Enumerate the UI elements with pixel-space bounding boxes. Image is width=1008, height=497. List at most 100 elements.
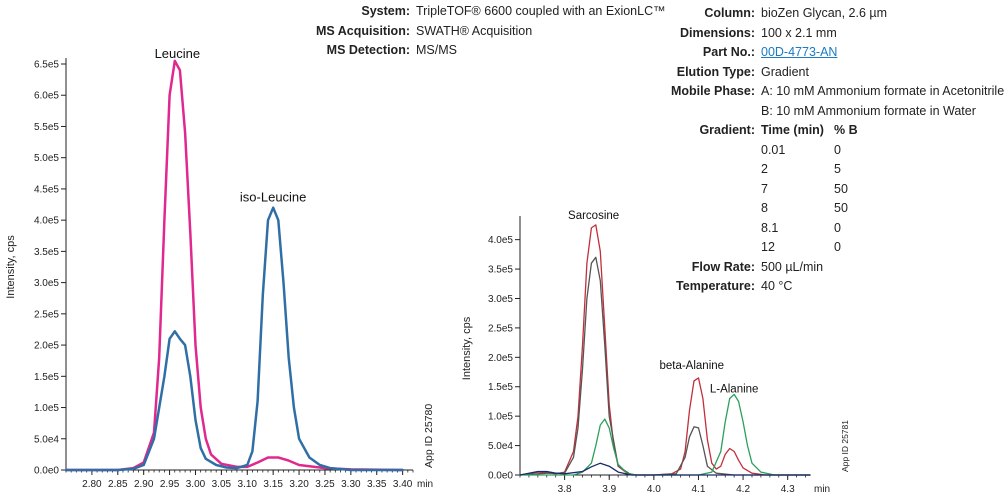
temperature-label: Temperature: — [676, 279, 755, 293]
y-tick-label: 4.0e5 — [34, 216, 59, 227]
series-line-3 — [519, 393, 811, 476]
y-tick-label: 5.0e4 — [488, 441, 513, 452]
y-tick-label: 2.0e5 — [34, 341, 59, 352]
x-tick-label: 2.85 — [108, 479, 128, 490]
system-row: System: TripleTOF® 6600 coupled with an E… — [250, 2, 666, 22]
flow-rate-label: Flow Rate: — [691, 259, 755, 274]
gradient-row: 8 50 — [640, 199, 1004, 219]
y-tick-label: 6.0e5 — [34, 91, 59, 102]
x-tick-label: 3.35 — [367, 479, 387, 490]
x-tick-label: 3.8 — [558, 484, 572, 495]
x-tick-label: 4.2 — [736, 484, 750, 495]
gradient-b: 0 — [834, 220, 841, 235]
ms-acquisition-row: MS Acquisition: SWATH® Acquisition — [250, 22, 666, 42]
y-tick-label: 2.5e5 — [34, 309, 59, 320]
gradient-b: 0 — [834, 240, 841, 254]
gradient-time: 8 — [761, 201, 768, 215]
leucine-chart: 0.0e0 5.0e4 1.0e5 1.5e5 2.0e5 2.5e5 3.0e5 3.5e5… — [5, 46, 435, 490]
x-tick-label: 4.3 — [781, 484, 795, 495]
y-tick-label: 5.5e5 — [34, 122, 59, 133]
x-tick-label: 4.0 — [647, 484, 661, 495]
y-tick-label: 1.0e5 — [488, 412, 513, 423]
mobile-phase-row: Mobile Phase: A: 10 mM Ammonium formate i… — [640, 82, 1004, 102]
column-row: Column: bioZen Glycan, 2.6 µm — [640, 4, 1004, 24]
system-value: TripleTOF® 6600 coupled with an ExionLC™ — [416, 4, 666, 18]
gradient-b: 0 — [834, 142, 841, 157]
x-tick-label: 3.9 — [602, 484, 616, 495]
gradient-row: 0.01 0 — [640, 141, 1004, 161]
x-tick-label: 2.95 — [160, 479, 180, 490]
y-tick-label: 2.0e5 — [488, 353, 513, 364]
peak-label: Leucine — [155, 46, 201, 61]
gradient-b: 50 — [834, 181, 848, 196]
x-tick-label: 4.1 — [692, 484, 706, 495]
y-tick-label: 1.5e5 — [34, 372, 59, 383]
gradient-label: Gradient: — [699, 123, 755, 137]
gradient-time: 8.1 — [761, 220, 779, 235]
y-tick-label: 5.0e5 — [34, 153, 59, 164]
series-line-2 — [64, 206, 404, 472]
y-tick-label: 5.0e4 — [34, 434, 59, 445]
ms-acquisition-label: MS Acquisition: — [316, 23, 410, 38]
y-tick-label: 2.5e5 — [488, 323, 513, 334]
y-axis-label: Intensity, cps — [5, 235, 17, 299]
x-tick-label: 3.40 — [393, 479, 413, 490]
gradient-b-header: % B — [834, 123, 858, 137]
part-label: Part No.: — [702, 45, 755, 59]
series-line-4 — [519, 462, 811, 476]
gradient-time: 7 — [761, 181, 768, 196]
x-tick-label: 3.20 — [289, 479, 309, 490]
x-tick-label: 3.15 — [263, 479, 283, 490]
column-value: bioZen Glycan, 2.6 µm — [761, 6, 888, 20]
system-info-block: System: TripleTOF® 6600 coupled with an E… — [250, 2, 666, 61]
part-number-link[interactable]: 00D-4773-AN — [761, 45, 838, 59]
peak-label: L-Alanine — [710, 384, 759, 396]
x-tick-label: 3.00 — [186, 479, 206, 490]
ms-detection-value: MS/MS — [416, 43, 457, 57]
y-tick-label: 1.0e5 — [34, 403, 59, 414]
elution-value: Gradient — [761, 64, 809, 79]
peak-label: beta-Alanine — [659, 360, 724, 372]
gradient-time: 2 — [761, 162, 768, 176]
ms-detection-row: MS Detection: MS/MS — [250, 41, 666, 61]
mobile-phase-label: Mobile Phase: — [670, 84, 755, 98]
elution-label: Elution Type: — [676, 64, 755, 79]
x-tick-label: 3.30 — [341, 479, 361, 490]
method-info-block: Column: bioZen Glycan, 2.6 µm Dimensions:… — [640, 4, 1004, 297]
y-tick-label: 1.5e5 — [488, 382, 513, 393]
mobile-phase-b: B: 10 mM Ammonium formate in Water — [761, 103, 976, 118]
gradient-b: 5 — [834, 162, 841, 176]
gradient-header-row: Gradient: Time (min) % B — [640, 121, 1004, 141]
x-tick-label: 2.80 — [82, 479, 102, 490]
x-tick-label: 3.25 — [315, 479, 335, 490]
y-tick-label: 3.5e5 — [34, 247, 59, 258]
gradient-time: 0.01 — [761, 142, 786, 157]
gradient-row: 8.1 0 — [640, 219, 1004, 239]
x-tick-label: 3.05 — [212, 479, 232, 490]
dimensions-label: Dimensions: — [679, 25, 755, 40]
flow-rate-value: 500 µL/min — [761, 259, 824, 274]
gradient-b: 50 — [834, 201, 848, 215]
x-axis-label: min — [417, 479, 433, 490]
mobile-phase-a: A: 10 mM Ammonium formate in Acetonitril… — [761, 84, 1005, 98]
gradient-time-header: Time (min) — [761, 123, 824, 137]
peak-label: Sarcosine — [568, 210, 619, 222]
dimensions-value: 100 x 2.1 mm — [761, 25, 837, 40]
ms-acquisition-value: SWATH® Acquisition — [416, 23, 533, 38]
ms-detection-label: MS Detection: — [326, 43, 410, 57]
system-label: System: — [361, 4, 410, 18]
y-tick-label: 6.5e5 — [34, 60, 59, 71]
gradient-row: 7 50 — [640, 180, 1004, 200]
y-tick-label: 4.0e5 — [488, 235, 513, 246]
y-tick-label: 0.0e0 — [488, 471, 513, 482]
elution-row: Elution Type: Gradient — [640, 63, 1004, 83]
part-row: Part No.: 00D-4773-AN — [640, 43, 1004, 63]
y-axis-label: Intensity, cps — [461, 316, 473, 380]
app-id-label: App ID 25780 — [423, 404, 435, 468]
mobile-phase-b-row: B: 10 mM Ammonium formate in Water — [640, 102, 1004, 122]
temperature-row: Temperature: 40 °C — [640, 277, 1004, 297]
x-tick-label: 3.10 — [238, 479, 258, 490]
peak-label: iso-Leucine — [240, 189, 307, 204]
y-tick-label: 3.0e5 — [488, 294, 513, 305]
